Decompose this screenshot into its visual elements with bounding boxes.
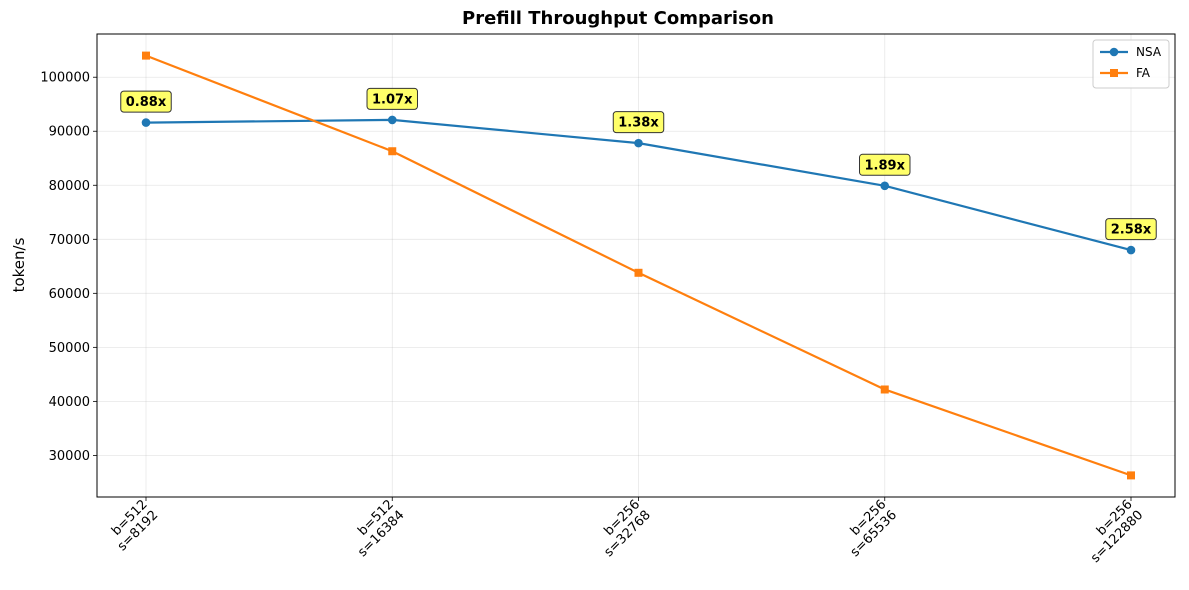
data-point-nsa xyxy=(387,115,397,125)
y-tick-label: 100000 xyxy=(40,71,90,86)
ratio-annotation-box xyxy=(366,87,418,110)
legend-entry-fa: FA xyxy=(1100,66,1151,80)
ratio-annotation: 1.38x xyxy=(612,111,665,134)
series-fa xyxy=(142,51,1135,480)
legend-marker xyxy=(1110,69,1118,77)
y-tick-label: 70000 xyxy=(49,233,90,248)
ratio-annotations: 0.88x 1.07x 1.38x 1.89x 2.58x xyxy=(120,87,1157,241)
ratio-annotation-box xyxy=(859,153,911,176)
series-lines xyxy=(141,51,1136,480)
legend-label: NSA xyxy=(1136,45,1162,59)
data-point-nsa xyxy=(141,118,151,127)
ratio-annotation: 1.89x xyxy=(859,153,911,176)
y-tick-label: 50000 xyxy=(49,341,90,356)
data-point-nsa xyxy=(1126,245,1136,255)
plot-frame xyxy=(96,33,1176,498)
ratio-annotation-label: 1.38x xyxy=(618,116,659,131)
ratio-annotation-label: 0.88x xyxy=(126,95,167,110)
ratio-annotation-label: 1.89x xyxy=(865,158,906,173)
ratio-annotation-label: 1.07x xyxy=(372,92,413,107)
data-point-nsa xyxy=(880,181,890,191)
y-tick-label: 30000 xyxy=(49,449,90,464)
data-point-fa xyxy=(880,385,889,394)
y-tick-label: 80000 xyxy=(49,179,90,194)
legend-entry-nsa: NSA xyxy=(1100,45,1162,59)
legend-label: FA xyxy=(1136,66,1151,80)
y-axis-ticks: 30000 40000 50000 60000 70000 80000 90000 10000… xyxy=(40,71,97,464)
data-point-fa xyxy=(388,147,397,156)
y-axis-label: token/s xyxy=(10,237,28,292)
legend-marker xyxy=(1109,47,1119,57)
data-point-nsa xyxy=(634,138,643,148)
ratio-annotation-box xyxy=(120,90,172,113)
ratio-annotation: 1.07x xyxy=(366,87,418,110)
ratio-annotation-box xyxy=(612,111,665,134)
data-point-fa xyxy=(142,51,150,60)
series-nsa xyxy=(141,115,1136,255)
grid xyxy=(97,34,1175,497)
chart-title: Prefill Throughput Comparison xyxy=(462,8,774,29)
y-tick-label: 60000 xyxy=(49,287,90,302)
legend: NSA FA xyxy=(1092,39,1170,89)
ratio-annotation: 2.58x xyxy=(1105,218,1157,241)
ratio-annotation-label: 2.58x xyxy=(1111,223,1152,238)
ratio-annotation-box xyxy=(1105,218,1157,241)
data-point-fa xyxy=(1127,471,1135,480)
y-tick-label: 90000 xyxy=(49,125,90,140)
y-tick-label: 40000 xyxy=(49,395,90,410)
data-point-fa xyxy=(634,268,643,277)
ratio-annotation: 0.88x xyxy=(120,90,172,113)
